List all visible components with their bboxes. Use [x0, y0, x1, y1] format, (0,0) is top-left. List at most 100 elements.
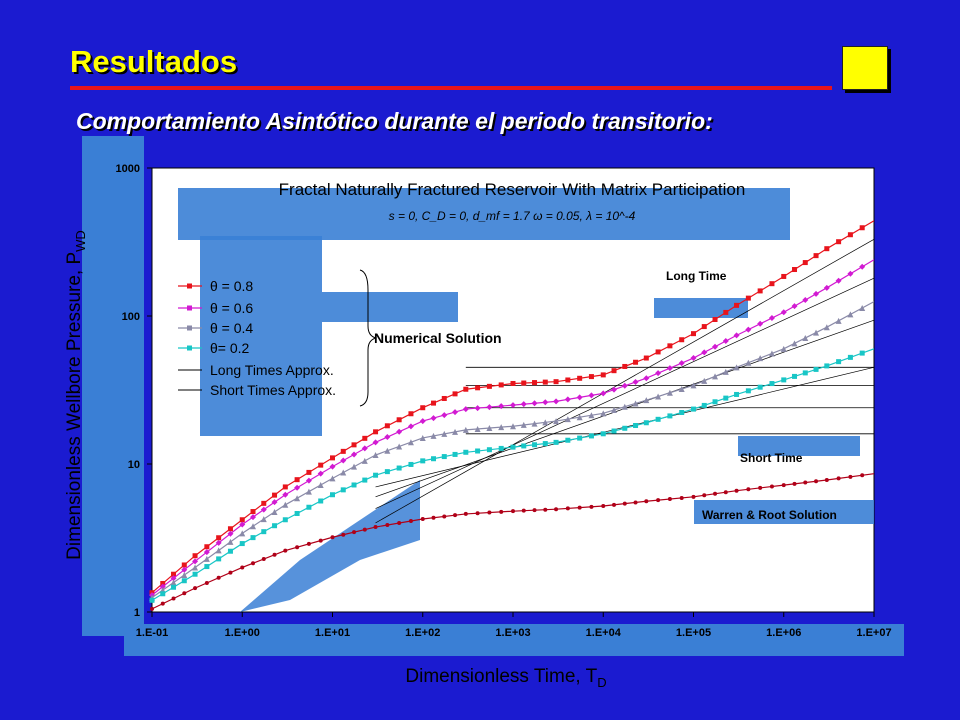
series-1 — [149, 259, 875, 599]
data-point — [396, 417, 402, 423]
y-axis-label-main: Dimensionless Wellbore Pressure, P — [64, 252, 85, 560]
data-point — [848, 474, 853, 479]
data-point — [431, 515, 436, 520]
data-point — [227, 548, 233, 554]
data-point — [836, 476, 841, 481]
data-point — [352, 530, 357, 535]
data-point — [498, 382, 504, 388]
data-point — [408, 411, 414, 417]
data-point — [713, 491, 718, 496]
numerical-solution-label: Numerical Solution — [374, 330, 502, 346]
data-point — [769, 484, 774, 489]
data-point — [520, 401, 527, 408]
data-point — [453, 513, 458, 518]
data-point — [690, 355, 697, 362]
data-point — [462, 426, 469, 433]
data-point — [272, 523, 278, 529]
y-axis-label-sub: WD — [73, 230, 88, 252]
data-point — [644, 499, 649, 504]
warren-root-label: Warren & Root Solution — [702, 508, 837, 522]
data-point — [486, 447, 492, 453]
data-point — [182, 591, 187, 596]
data-point — [317, 481, 324, 488]
data-point — [745, 359, 752, 366]
data-point — [565, 437, 571, 443]
data-point — [227, 530, 234, 537]
legend-label: Short Times Approx. — [210, 382, 336, 398]
legend-marker — [187, 325, 192, 331]
data-point — [792, 481, 797, 486]
plot-overlay-mid — [322, 292, 458, 322]
data-point — [722, 338, 729, 345]
data-point — [836, 239, 842, 245]
data-point — [193, 586, 198, 591]
data-point — [643, 420, 649, 426]
data-point — [499, 509, 504, 514]
data-point — [611, 368, 617, 374]
data-point — [553, 379, 559, 385]
data-point — [419, 418, 426, 425]
data-point — [216, 556, 222, 562]
data-point — [532, 380, 538, 386]
y-tick-label: 10 — [128, 459, 140, 471]
data-point — [306, 469, 312, 475]
data-point — [691, 494, 696, 499]
data-point — [565, 377, 571, 383]
data-point — [622, 425, 628, 431]
data-point — [361, 445, 368, 452]
data-point — [282, 517, 288, 523]
data-point — [802, 297, 809, 304]
data-point — [757, 355, 764, 362]
data-point — [215, 547, 222, 554]
data-point — [701, 324, 707, 330]
data-point — [420, 458, 426, 464]
data-point — [282, 484, 288, 490]
data-point — [239, 521, 246, 528]
x-tick-label: 1.E+03 — [495, 627, 530, 639]
data-point — [712, 317, 718, 323]
data-point — [780, 309, 787, 316]
data-point — [294, 477, 300, 483]
data-point — [498, 424, 505, 431]
data-point — [813, 253, 819, 259]
approximation-lines — [375, 238, 875, 524]
data-point — [701, 377, 708, 384]
data-point — [564, 416, 571, 423]
data-point — [160, 601, 165, 606]
data-point — [295, 545, 300, 550]
y-axis-label: Dimensionless Wellbore Pressure, PWD — [64, 230, 88, 560]
data-point — [261, 529, 267, 535]
data-point — [836, 359, 842, 365]
data-point — [384, 434, 391, 441]
chart-subtitle: s = 0, C_D = 0, d_mf = 1.7 ω = 0.05, λ =… — [389, 209, 636, 223]
data-point — [431, 456, 437, 462]
data-point — [622, 363, 628, 369]
data-point — [431, 400, 437, 406]
data-point — [860, 473, 865, 478]
data-point — [181, 572, 188, 578]
data-point — [396, 465, 402, 471]
data-point — [362, 527, 367, 532]
data-point — [521, 380, 527, 386]
data-point — [441, 395, 447, 401]
data-point — [170, 579, 177, 586]
title-rule — [70, 86, 832, 90]
data-point — [228, 570, 233, 575]
data-point — [542, 399, 549, 406]
data-point — [859, 225, 865, 231]
data-point — [757, 320, 764, 327]
data-point — [712, 373, 719, 380]
x-tick-label: 1.E+05 — [676, 627, 711, 639]
data-point — [656, 498, 661, 503]
data-point — [781, 377, 787, 383]
data-point — [487, 510, 492, 515]
data-point — [757, 384, 763, 390]
data-point — [419, 434, 426, 441]
data-point — [271, 499, 278, 506]
data-point — [396, 428, 403, 435]
short-time-approx-line — [375, 238, 875, 524]
data-point — [621, 403, 628, 410]
data-point — [691, 331, 696, 337]
data-point — [621, 382, 628, 389]
data-point — [362, 435, 368, 441]
